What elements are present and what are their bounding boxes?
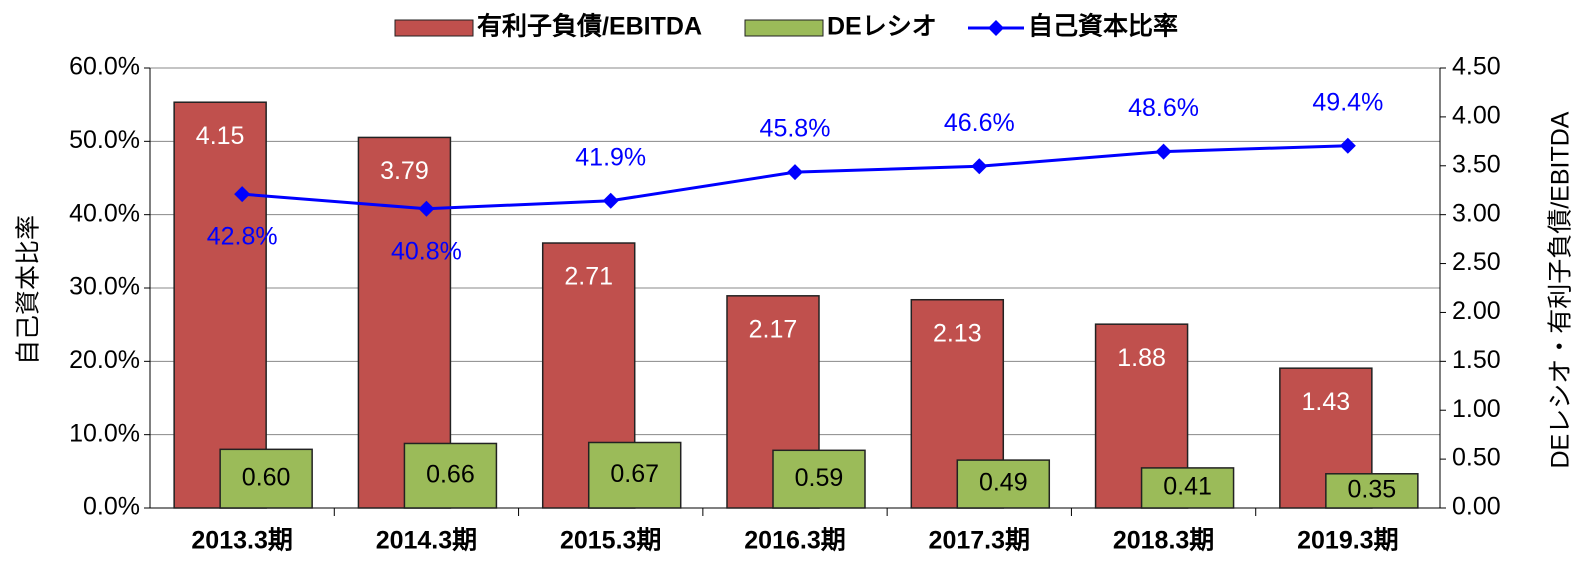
marker [1155,143,1172,160]
bar [173,101,267,509]
data-label: 4.15 [196,122,245,150]
legend-swatch [744,19,824,37]
bar [1140,467,1235,509]
data-label: 40.8% [391,237,462,265]
data-label: 3.79 [380,157,429,185]
y-axis-label: 自己資本比率 [15,215,43,365]
x-tick-label: 2013.3期 [191,527,292,555]
y-tick-label: 30.0% [69,273,140,301]
data-label: 49.4% [1312,88,1383,116]
x-tick-label: 2017.3期 [929,527,1030,555]
y2-tick-label: 1.00 [1452,395,1501,423]
y2-axis-label: DEレシオ・有利子負債/EBITDA [1547,111,1575,468]
y2-tick-label: 0.00 [1452,493,1501,521]
x-tick-label: 2014.3期 [376,527,477,555]
y-tick-label: 0.0% [83,493,140,521]
x-tick-label: 2018.3期 [1113,527,1214,555]
x-tick-label: 2015.3期 [560,527,661,555]
x-tick-label: 2016.3期 [744,527,845,555]
marker [1339,137,1356,154]
data-label: 46.6% [944,109,1015,137]
marker [602,192,619,209]
y-tick-label: 50.0% [69,126,140,154]
legend-label: DEレシオ [827,13,937,41]
marker [971,158,988,175]
legend-swatch [988,20,1004,36]
y-tick-label: 20.0% [69,346,140,374]
data-label: 2.13 [933,319,982,347]
bar [956,459,1051,509]
bar [587,441,682,509]
y2-tick-label: 4.00 [1452,101,1501,129]
y-tick-label: 40.0% [69,199,140,227]
legend-swatch [394,19,474,37]
y2-tick-label: 0.50 [1452,444,1501,472]
data-label: 2.17 [749,315,798,343]
marker [418,200,435,217]
data-label: 0.66 [426,460,475,488]
data-label: 0.67 [610,460,659,488]
y2-tick-label: 3.50 [1452,150,1501,178]
marker [787,164,803,181]
marker [234,186,251,203]
data-label: 45.8% [760,115,831,143]
bar [403,442,498,509]
y-tick-label: 10.0% [69,419,140,447]
data-label: 1.88 [1117,344,1166,372]
data-label: 0.60 [242,463,291,491]
data-label: 0.35 [1348,475,1397,503]
y2-tick-label: 1.50 [1452,346,1501,374]
x-tick-label: 2019.3期 [1297,527,1398,555]
legend-label: 有利子負債/EBITDA [477,13,702,41]
data-label: 0.41 [1163,473,1212,501]
bar [1325,473,1419,509]
bar [219,448,313,509]
data-label: 0.49 [979,469,1028,497]
data-label: 41.9% [575,143,646,171]
data-label: 48.6% [1128,94,1199,122]
legend-label: 自己資本比率 [1028,12,1178,41]
y2-tick-label: 4.50 [1452,53,1501,81]
bar [772,449,866,509]
data-label: 42.8% [207,223,278,251]
y2-tick-label: 3.00 [1452,199,1501,227]
data-label: 1.43 [1302,388,1351,416]
y-tick-label: 60.0% [69,53,140,81]
y2-tick-label: 2.50 [1452,248,1501,276]
y2-tick-label: 2.00 [1452,297,1501,325]
data-label: 2.71 [564,263,613,291]
data-label: 0.59 [795,464,844,492]
